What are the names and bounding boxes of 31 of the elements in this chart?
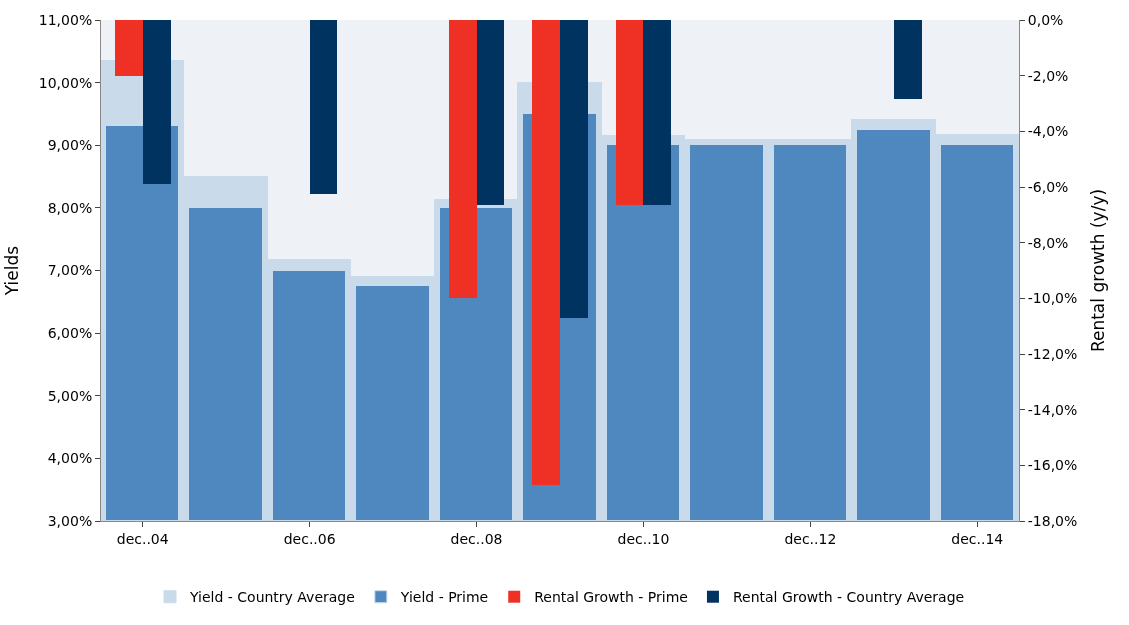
y-tick-label: 8,00% — [47, 199, 93, 216]
legend-label: Yield - Prime — [399, 589, 489, 606]
y2-tick-label: -12,0% — [1027, 345, 1078, 362]
y-tick-label: 5,00% — [47, 387, 93, 404]
y-tick-label: 10,00% — [38, 74, 93, 91]
x-tick-label: dec..10 — [617, 530, 670, 547]
y2-axis-title: Rental growth (y/y) — [1087, 188, 1108, 353]
x-tick-label: dec..04 — [116, 530, 169, 547]
legend-label: Rental Growth - Prime — [534, 589, 688, 606]
x-tick-label: dec..12 — [784, 530, 837, 547]
legend-label: Yield - Country Average — [189, 589, 355, 606]
y-tick-label: 9,00% — [47, 137, 93, 154]
legend-label: Rental Growth - Country Average — [732, 589, 965, 606]
x-tick-label: dec..06 — [283, 530, 336, 547]
y2-tick-label: 0,0% — [1027, 11, 1064, 28]
y2-tick-label: -18,0% — [1027, 512, 1078, 529]
y2-tick-label: -2,0% — [1027, 67, 1069, 84]
y-tick-label: 4,00% — [47, 450, 93, 467]
y-tick-label: 3,00% — [47, 512, 93, 529]
y-tick-label: 7,00% — [47, 262, 93, 279]
y2-tick-label: -8,0% — [1027, 234, 1069, 251]
y2-tick-label: -16,0% — [1027, 457, 1078, 474]
y-tick-label: 11,00% — [38, 11, 93, 28]
y2-tick-label: -10,0% — [1027, 290, 1078, 307]
x-tick-label: dec..14 — [951, 530, 1004, 547]
y-tick-label: 6,00% — [47, 325, 93, 342]
x-tick-label: dec..08 — [450, 530, 503, 547]
y2-tick-label: -6,0% — [1027, 178, 1069, 195]
y-axis-title: Yields — [2, 245, 23, 297]
y2-tick-label: -14,0% — [1027, 401, 1078, 418]
y2-tick-label: -4,0% — [1027, 123, 1069, 140]
